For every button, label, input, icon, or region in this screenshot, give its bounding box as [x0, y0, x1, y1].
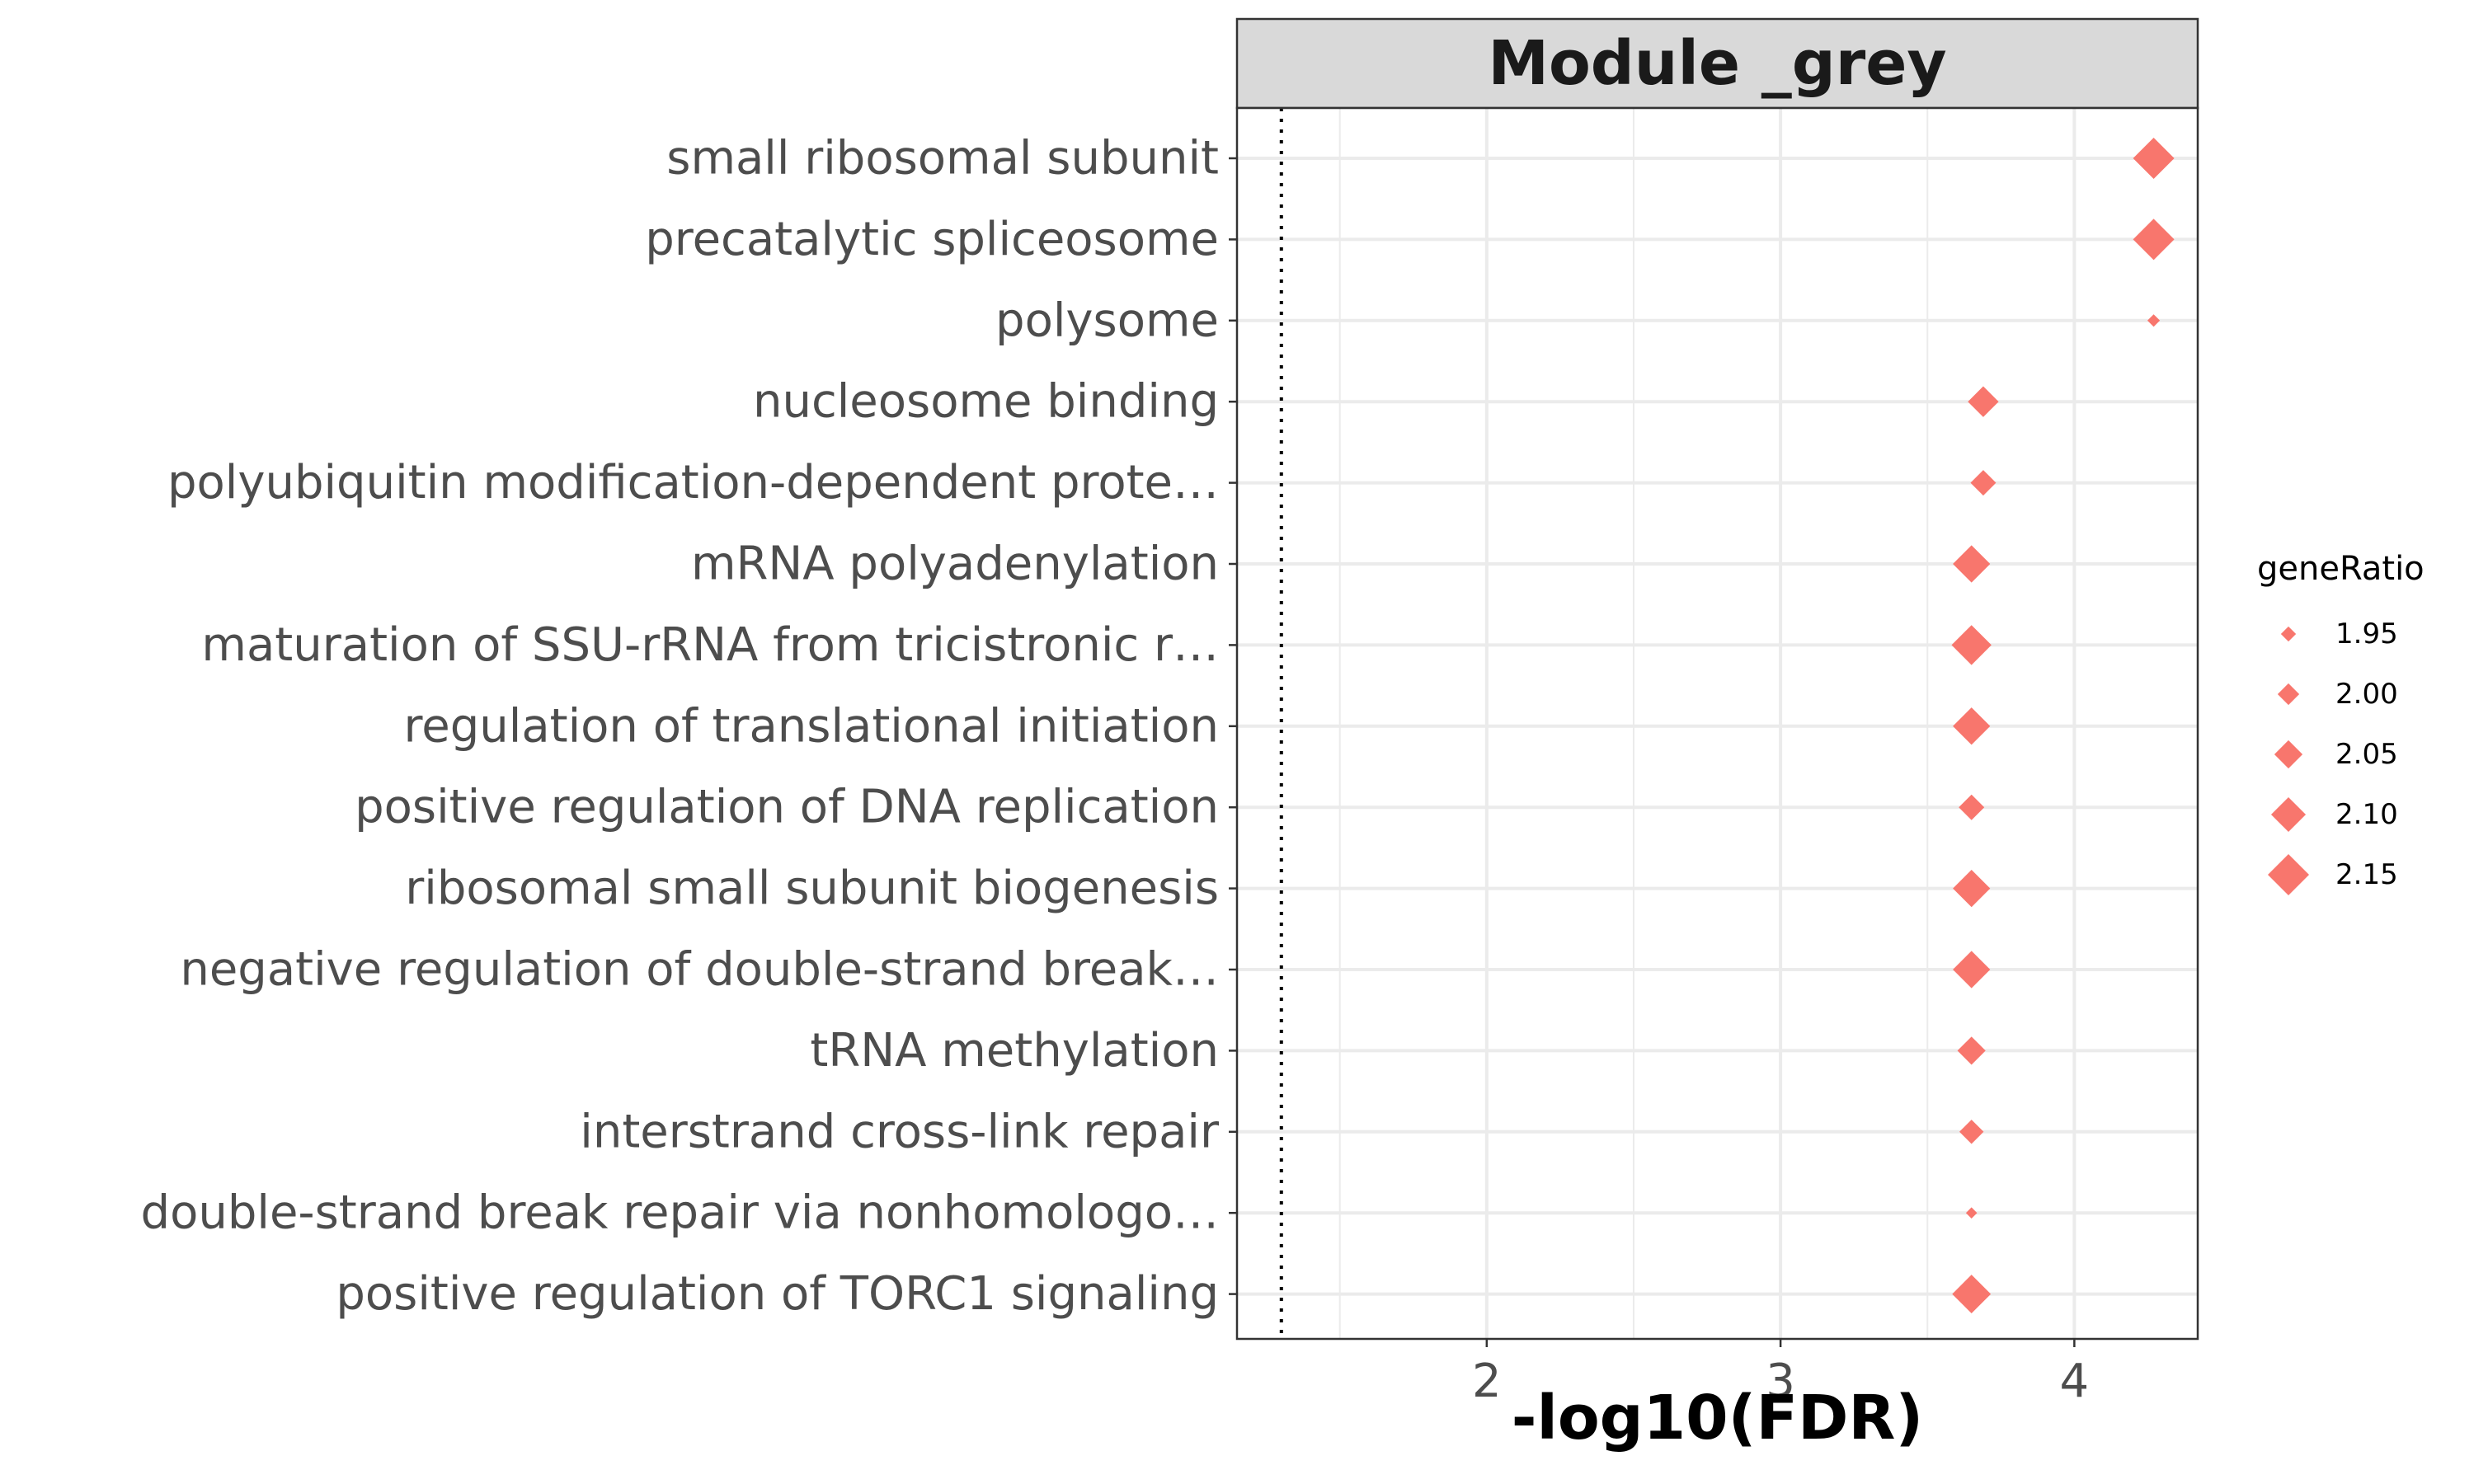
plot-panel-border — [1235, 106, 2199, 1341]
data-point — [1959, 794, 1985, 820]
x-axis-title: -log10(FDR) — [1512, 1383, 1923, 1453]
y-tick-label: polyubiquitin modification-dependent pro… — [167, 456, 1219, 510]
legend-key — [2270, 796, 2307, 833]
y-tick-label: precatalytic spliceosome — [645, 213, 1219, 266]
grid-lines — [1237, 108, 2198, 1339]
y-tick-label: regulation of translational initiation — [403, 699, 1219, 753]
x-axis: 2 3 4 — [1472, 1339, 2089, 1408]
data-point — [1953, 545, 1991, 583]
data-point — [1951, 625, 1992, 665]
y-tick-label: double-strand break repair via nonhomolo… — [141, 1186, 1219, 1240]
data-point — [1959, 1120, 1984, 1144]
plot-panel — [1237, 108, 2198, 1339]
legend-key — [2274, 740, 2303, 769]
legend-label: 2.00 — [2335, 678, 2398, 711]
y-tick-label: small ribosomal subunit — [666, 132, 1219, 186]
legend-label: 2.10 — [2335, 798, 2398, 831]
y-tick-label: ribosomal small subunit biogenesis — [405, 862, 1219, 915]
y-axis: small ribosomal subunit precatalytic spli… — [141, 132, 1237, 1321]
data-point — [1965, 1207, 1978, 1219]
y-tick-label: nucleosome binding — [753, 375, 1219, 429]
legend-title: geneRatio — [2257, 550, 2425, 588]
data-point — [1970, 470, 1997, 496]
legend-key — [2277, 683, 2300, 706]
legend-key — [2280, 626, 2297, 642]
x-tick-label: 3 — [1766, 1355, 1795, 1408]
y-tick-label: polysome — [995, 294, 1219, 347]
y-tick-label: positive regulation of DNA replication — [355, 781, 1219, 834]
legend-label: 1.95 — [2335, 618, 2398, 650]
y-tick-label: maturation of SSU-rRNA from tricistronic… — [201, 618, 1219, 672]
data-point — [1953, 869, 1991, 908]
legend-key — [2268, 854, 2309, 895]
data-point — [1953, 707, 1991, 745]
legend-label: 2.05 — [2335, 738, 2398, 771]
legend-label: 2.15 — [2335, 858, 2398, 891]
y-tick-label: interstrand cross-link repair — [580, 1105, 1220, 1158]
y-tick-label: positive regulation of TORC1 signaling — [336, 1267, 1219, 1321]
legend: 1.95 2.00 2.05 2.10 2.15 — [2268, 618, 2398, 895]
data-point — [1968, 386, 1999, 417]
data-point — [1952, 1275, 1992, 1314]
x-tick-label: 4 — [2060, 1355, 2090, 1408]
data-points — [1951, 138, 2175, 1314]
facet-title: Module _grey — [1488, 28, 1946, 99]
x-tick-label: 2 — [1472, 1355, 1502, 1408]
data-point — [1957, 1036, 1986, 1065]
data-point — [1953, 951, 1991, 989]
y-tick-label: tRNA methylation — [810, 1024, 1219, 1078]
data-point — [2147, 314, 2161, 327]
data-point — [2133, 218, 2175, 261]
facet-strip — [1235, 17, 2199, 110]
y-tick-label: mRNA polyadenylation — [691, 538, 1219, 591]
data-point — [2133, 138, 2175, 179]
y-tick-label: negative regulation of double-strand bre… — [180, 943, 1219, 997]
